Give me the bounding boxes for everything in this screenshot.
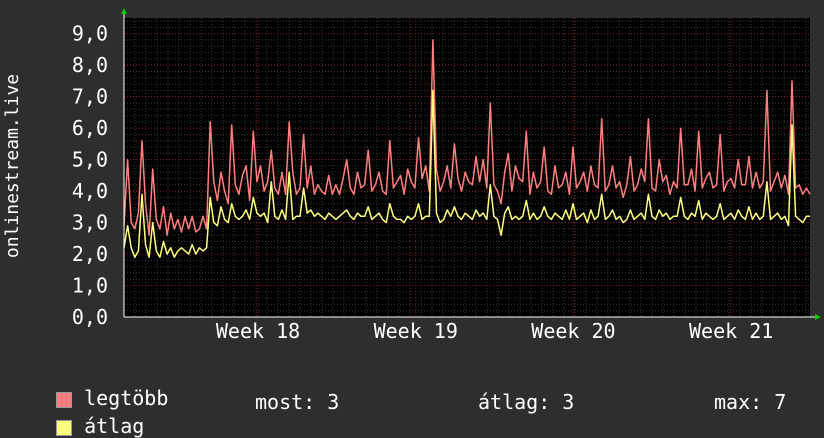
y-tick-label: 5,0	[72, 148, 108, 172]
y-axis-title: onlinestream.live	[2, 74, 23, 258]
series-layer	[123, 39, 811, 258]
x-tick-label: Week 18	[216, 319, 300, 343]
x-tick-label: Week 21	[689, 319, 773, 343]
grid-major	[124, 18, 810, 317]
series-line-avg	[123, 89, 810, 258]
legend-swatch-max	[56, 391, 73, 408]
y-tick-label: 7,0	[72, 85, 108, 109]
stat-current: most: 3	[255, 390, 340, 414]
x-tick-label: Week 20	[531, 319, 615, 343]
x-axis-arrow	[815, 314, 821, 320]
legend-label-avg: átlag	[84, 414, 145, 438]
y-axis-arrow	[121, 8, 127, 14]
legend-swatch-avg	[56, 419, 73, 436]
plot-background	[124, 18, 810, 317]
legend-item-max: legtöbb	[32, 362, 168, 410]
axes	[121, 8, 821, 320]
stat-maximum: max: 7	[714, 390, 787, 414]
legend-label-max: legtöbb	[84, 386, 169, 410]
y-tick-label: 2,0	[72, 242, 108, 266]
y-tick-labels: 0,0 1,0 2,0 3,0 4,0 5,0 6,0 7,0 8,0 9,0	[72, 22, 108, 329]
series-line-max	[123, 39, 811, 236]
y-tick-label: 1,0	[72, 274, 108, 298]
legend-item-avg: átlag	[32, 390, 144, 438]
x-tick-labels: Week 18 Week 19 Week 20 Week 21	[216, 319, 773, 343]
y-tick-label: 8,0	[72, 53, 108, 77]
y-tick-label: 4,0	[72, 179, 108, 203]
y-tick-label: 3,0	[72, 211, 108, 235]
chart: 0,01,02,03,04,05,06,07,08,09,0 Week 18 We…	[2, 8, 821, 343]
y-tick-label: 0,0	[72, 305, 108, 329]
y-tick-label: 9,0	[72, 22, 108, 46]
stat-average: átlag: 3	[478, 390, 575, 414]
x-tick-label: Week 19	[374, 319, 458, 343]
y-tick-label: 6,0	[72, 116, 108, 140]
